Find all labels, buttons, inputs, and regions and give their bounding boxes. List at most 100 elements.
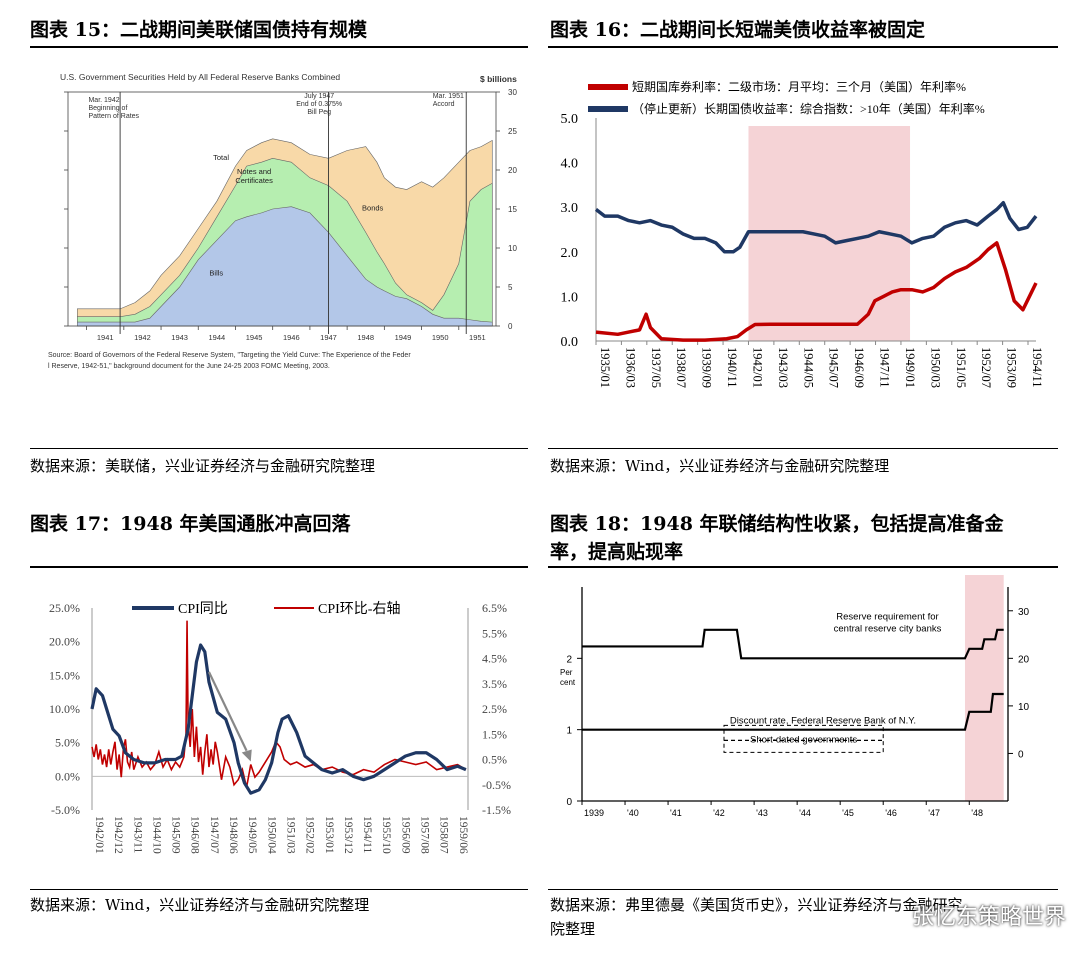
fig17-ytick-right-label: 4.5% xyxy=(482,652,507,666)
panel-15-title: 图表 15：二战期间美联储国债持有规模 xyxy=(30,19,368,41)
fig18-xtick-label: '40 xyxy=(627,808,639,818)
fig17-ytick-right-label: 3.5% xyxy=(482,677,507,691)
fig15-title: U.S. Government Securities Held by All F… xyxy=(60,72,340,82)
fig15-annotation-1942: Beginning of xyxy=(88,105,127,112)
fig18-label-reserve-1: Reserve requirement for xyxy=(836,611,938,622)
fig16-xtick-label: 1938/07 xyxy=(674,347,688,388)
fig18-xtick-label: '44 xyxy=(799,808,811,818)
fig17-ytick-right-label: 1.5% xyxy=(482,727,507,741)
mid-rule-left xyxy=(30,566,528,568)
panel-18-title-line2: 率，提高贴现率 xyxy=(550,541,684,563)
fig16-chart: 0.0 1.0 2.0 3.0 4.0 5.0 1935/01 1936/03 1937/05 1… xyxy=(561,79,1045,388)
fig15-xtick-label: 1947 xyxy=(320,333,337,342)
fig18-label-shortdated: Short-dated governments xyxy=(750,734,857,745)
fig16-xtick-label: 1945/07 xyxy=(827,347,841,388)
fig15-ytick-label: 30 xyxy=(508,88,517,97)
source-rule-15 xyxy=(30,448,528,449)
fig17-chart: -5.0% 0.0% 5.0% 10.0% 15.0% 20.0% 25.0% -1.5% -0… xyxy=(49,601,511,854)
fig16-series-1 xyxy=(594,200,1038,254)
fig15-annotation-1947: End of 0.375% xyxy=(296,101,342,108)
panel-18-source-line2: 院整理 xyxy=(550,920,596,938)
top-rule-right xyxy=(548,46,1058,48)
fig16-ytick-label: 0.0 xyxy=(561,335,579,350)
fig15-xtick-label: 1949 xyxy=(395,333,412,342)
fig15-chart: U.S. Government Securities Held by All F… xyxy=(48,72,517,370)
fig16-xtick-label: 1942/01 xyxy=(750,347,764,388)
fig17-xtick-label: 1950/04 xyxy=(265,816,277,854)
fig17-xtick-label: 1947/07 xyxy=(208,816,220,854)
mid-rule-right xyxy=(548,566,1058,568)
fig15-xtick-label: 1941 xyxy=(97,333,114,342)
fig18-series-0 xyxy=(582,628,1004,660)
fig17-ytick-left-label: 20.0% xyxy=(49,635,80,649)
fig15-ytick-label: 5 xyxy=(508,283,513,292)
fig15-ytick-label: 0 xyxy=(508,322,513,331)
fig18-ylabel-left: cent xyxy=(560,678,576,687)
fig17-xtick-label: 1942/12 xyxy=(112,816,124,854)
fig16-series-0 xyxy=(595,241,1038,342)
fig17-xtick-label: 1942/01 xyxy=(93,816,105,854)
fig15-xtick-label: 1948 xyxy=(357,333,374,342)
source-rule-17 xyxy=(30,889,528,890)
fig16-xtick-label: 1936/03 xyxy=(623,347,637,388)
fig16-xtick-label: 1939/09 xyxy=(700,347,714,388)
fig18-ytick-left-label: 1 xyxy=(566,726,572,737)
fig18-xtick-label: '46 xyxy=(885,808,897,818)
fig17-xtick-label: 1956/09 xyxy=(399,816,411,854)
fig15-label-notes: Certificates xyxy=(235,176,273,185)
fig17-xtick-label: 1959/06 xyxy=(457,816,469,854)
fig15-annotation-1947: July 1947 xyxy=(304,93,334,100)
fig17-arrow-head xyxy=(241,749,252,762)
fig17-ytick-left-label: 5.0% xyxy=(55,736,80,750)
panel-17-title: 图表 17：1948 年美国通胀冲高回落 xyxy=(30,513,351,535)
fig15-xtick-label: 1943 xyxy=(171,333,188,342)
fig17-xtick-label: 1948/06 xyxy=(227,816,239,854)
fig15-xtick-label: 1946 xyxy=(283,333,300,342)
panel-18-source-line1: 数据来源：弗里德曼《美国货币史》，兴业证券经济与金融研究 xyxy=(550,896,963,914)
fig15-xtick-label: 1951 xyxy=(469,333,486,342)
fig15-label-bonds: Bonds xyxy=(362,204,384,213)
fig16-xtick-label: 1946/09 xyxy=(852,347,866,388)
fig16-xtick-label: 1951/05 xyxy=(954,347,968,388)
fig17-ytick-right-label: 2.5% xyxy=(482,702,507,716)
fig16-xtick-label: 1940/11 xyxy=(725,347,739,388)
fig17-ytick-right-label: 6.5% xyxy=(482,601,507,615)
fig18-xtick-label: '42 xyxy=(713,808,725,818)
fig16-ytick-label: 5.0 xyxy=(561,112,579,127)
fig15-ytick-label: 20 xyxy=(508,166,517,175)
fig17-xtick-label: 1944/10 xyxy=(150,816,162,854)
fig17-ytick-right-label: 5.5% xyxy=(482,626,507,640)
fig17-xtick-label: 1952/02 xyxy=(304,816,316,854)
fig15-xtick-label: 1950 xyxy=(432,333,449,342)
fig15-annotation-1947: Bill Peg xyxy=(307,109,331,116)
fig18-xtick-label: '47 xyxy=(928,808,940,818)
fig18-ytick-right-label: 10 xyxy=(1018,702,1030,713)
panel-17-source: 数据来源：Wind，兴业证券经济与金融研究院整理 xyxy=(30,896,370,914)
fig17-xtick-label: 1946/08 xyxy=(189,816,201,854)
fig18-shortdated-box xyxy=(723,724,884,753)
fig17-xtick-label: 1954/11 xyxy=(361,816,373,854)
panel-16-source: 数据来源：Wind，兴业证券经济与金融研究院整理 xyxy=(550,457,890,475)
fig17-ytick-left-label: 15.0% xyxy=(49,668,80,682)
fig16-ytick-label: 1.0 xyxy=(561,290,579,305)
fig15-ylabel: $ billions xyxy=(480,74,517,84)
fig16-ytick-label: 2.0 xyxy=(561,246,579,261)
fig15-annotation-1951: Accord xyxy=(433,101,455,108)
fig16-xtick-label: 1953/09 xyxy=(1005,347,1019,388)
fig17-ytick-left-label: 0.0% xyxy=(55,769,80,783)
fig15-annotation-1942: Mar. 1942 xyxy=(88,97,119,104)
watermark-text: 张忆东策略世界 xyxy=(911,905,1066,930)
panel-18-title-line1: 图表 18：1948 年联储结构性收紧，包括提高准备金 xyxy=(550,513,1004,535)
fig17-legend-yoy: CPI同比 xyxy=(178,601,228,617)
fig15-area-2 xyxy=(77,206,493,327)
source-rule-16 xyxy=(548,448,1058,449)
fig15-label-notes: Notes and xyxy=(237,167,271,176)
fig17-arrow-shaft xyxy=(207,671,248,752)
fig16-xtick-label: 1952/07 xyxy=(979,347,993,388)
fig16-ytick-label: 4.0 xyxy=(561,157,579,172)
fig17-xtick-label: 1957/08 xyxy=(419,816,431,854)
fig18-ytick-right-label: 30 xyxy=(1018,607,1030,618)
fig18-shaded-band xyxy=(964,575,1004,801)
fig15-xtick-label: 1945 xyxy=(246,333,263,342)
